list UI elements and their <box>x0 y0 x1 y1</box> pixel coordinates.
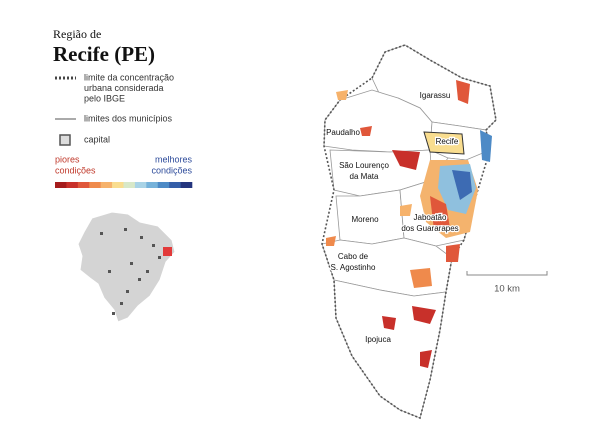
municipality-label: S. Agostinho <box>331 263 376 272</box>
legend-label: limite da concentração <box>84 72 174 82</box>
municipality-label: Cabo de <box>338 252 369 261</box>
municipality-label: São Lourenço <box>339 161 389 170</box>
scale-label: 10 km <box>494 284 520 295</box>
color-swatch <box>157 182 170 188</box>
municipality-label: Paudalho <box>326 128 360 137</box>
worse-label: condições <box>55 165 96 175</box>
legend-label: capital <box>84 134 110 144</box>
color-swatch <box>77 182 90 188</box>
color-swatch <box>55 182 67 188</box>
municipality-label: da Mata <box>350 172 379 181</box>
title: Recife (PE) <box>53 42 155 66</box>
color-swatch <box>89 182 101 188</box>
municipality-label: dos Guararapes <box>401 224 458 233</box>
color-swatch <box>134 182 147 188</box>
municipality-label: Recife <box>436 137 459 146</box>
color-swatch <box>100 182 113 188</box>
scale-bar <box>466 271 548 276</box>
better-label: melhores <box>155 154 193 164</box>
worse-label: piores <box>55 154 80 164</box>
better-label: condições <box>151 165 192 175</box>
legend-label: limites dos municípios <box>84 113 173 123</box>
color-swatch <box>146 182 159 188</box>
region-map <box>321 44 497 420</box>
color-swatch <box>123 182 136 188</box>
square-symbol <box>59 134 71 146</box>
color-swatch <box>180 182 193 188</box>
kicker: Região de <box>53 27 101 41</box>
municipality-label: Ipojuca <box>365 335 391 344</box>
municipality-label: Igarassu <box>420 91 451 100</box>
legend-label: pelo IBGE <box>84 93 125 103</box>
brazil-inset <box>77 211 176 323</box>
color-swatch <box>66 182 79 188</box>
color-swatch <box>169 182 181 188</box>
legend-label: urbana considerada <box>84 83 164 93</box>
municipality-label: Moreno <box>351 215 379 224</box>
color-swatch <box>112 182 124 188</box>
municipality-label: Jaboatão <box>414 213 447 222</box>
